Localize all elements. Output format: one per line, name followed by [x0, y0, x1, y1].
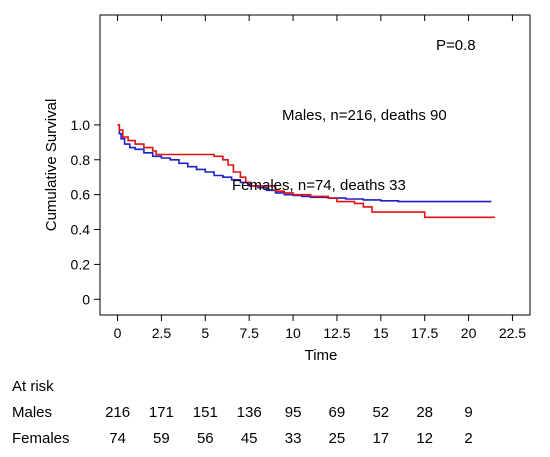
survival-line-males — [117, 124, 492, 203]
risk-row-label-males: Males — [12, 404, 53, 421]
risk-count: 28 — [416, 404, 434, 421]
x-tick-label: 5 — [201, 325, 209, 341]
y-axis-title: Cumulative Survival — [43, 99, 60, 232]
x-tick-label: 17.5 — [411, 325, 438, 341]
y-tick-label: 0.8 — [71, 152, 91, 168]
risk-count: 56 — [196, 430, 214, 447]
risk-count: 59 — [153, 430, 170, 447]
series-layer — [117, 124, 495, 219]
females-annotation: Females, n=74, deaths 33 — [232, 177, 406, 194]
x-tick-label: 22.5 — [499, 325, 526, 341]
y-tick-label: 0.4 — [71, 222, 91, 238]
risk-count: 216 — [105, 404, 131, 421]
km-chart: 0 0.2 0.4 0.6 0.8 1.0 0 2.5 5 7.5 10 12.5 15 17.5 20 2… — [43, 14, 531, 360]
risk-count: 74 — [109, 430, 126, 447]
risk-count: 9 — [464, 404, 473, 421]
x-tick-label: 7.5 — [239, 325, 259, 341]
x-tick-label: 10 — [285, 325, 301, 341]
risk-count: 95 — [284, 404, 302, 421]
y-tick-label: 0.6 — [71, 187, 91, 203]
risk-count: 151 — [192, 404, 218, 421]
risk-count: 69 — [328, 404, 346, 421]
x-tick-label: 0 — [114, 325, 122, 341]
x-tick-label: 20 — [461, 325, 477, 341]
risk-count: 171 — [148, 404, 174, 421]
risk-count: 12 — [416, 430, 434, 447]
x-axis-ticks: 0 2.5 5 7.5 10 12.5 15 17.5 20 22.5 — [114, 15, 526, 341]
risk-row-label-females: Females — [12, 430, 70, 447]
y-tick-label: 0.2 — [71, 256, 91, 272]
risk-count: 52 — [372, 404, 390, 421]
risk-count: 2 — [464, 430, 473, 447]
at-risk-heading: At risk — [12, 378, 54, 395]
risk-count: 136 — [236, 404, 262, 421]
p-value-annotation: P=0.8 — [436, 37, 476, 54]
x-tick-label: 15 — [373, 325, 389, 341]
risk-count: 33 — [284, 430, 302, 447]
risk-count: 25 — [328, 430, 346, 447]
risk-count: 17 — [372, 430, 390, 447]
x-tick-label: 2.5 — [152, 325, 172, 341]
males-annotation: Males, n=216, deaths 90 — [282, 107, 447, 124]
survival-line-females — [117, 124, 495, 219]
plot-area — [99, 14, 531, 316]
y-tick-label: 1.0 — [71, 117, 91, 133]
risk-count: 45 — [240, 430, 258, 447]
x-axis-title: Time — [305, 347, 338, 360]
y-tick-label: 0 — [82, 291, 90, 307]
y-axis-ticks: 0 0.2 0.4 0.6 0.8 1.0 — [71, 117, 100, 307]
x-tick-label: 12.5 — [323, 325, 350, 341]
